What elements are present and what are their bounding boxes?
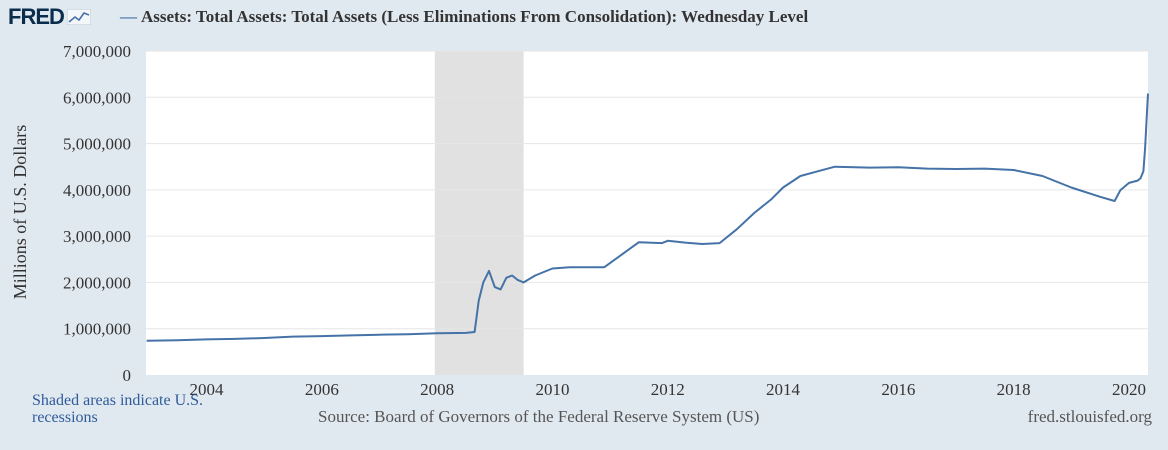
y-tick-label: 0 [123, 366, 132, 385]
recession-note[interactable]: Shaded areas indicate U.S. recessions [32, 392, 204, 426]
legend-line-icon: — [120, 7, 137, 26]
x-tick-label: 2006 [305, 380, 339, 399]
source-text: Source: Board of Governors of the Federa… [318, 407, 760, 426]
x-tick-label: 2012 [651, 380, 685, 399]
logo-text: FRED [8, 4, 65, 29]
y-tick-label: 3,000,000 [63, 227, 131, 246]
x-tick-label: 2018 [997, 380, 1031, 399]
fred-url-link[interactable]: fred.stlouisfed.org [1027, 407, 1152, 426]
y-tick-label: 7,000,000 [63, 42, 131, 61]
x-tick-label: 2020 [1112, 380, 1146, 399]
chart-title: — Assets: Total Assets: Total Assets (Les… [120, 7, 808, 27]
x-tick-label: 2014 [766, 380, 801, 399]
x-tick-label: 2004 [190, 380, 225, 399]
plot-area [146, 51, 1148, 375]
series-title[interactable]: Assets: Total Assets: Total Assets (Less… [141, 7, 809, 26]
series-line [146, 93, 1149, 342]
y-tick-label: 6,000,000 [63, 88, 131, 107]
fred-logo[interactable]: FRED [8, 4, 91, 30]
x-tick-label: 2008 [420, 380, 454, 399]
y-tick-label: 5,000,000 [63, 135, 131, 154]
y-tick-label: 4,000,000 [63, 181, 131, 200]
y-tick-label: 2,000,000 [63, 273, 131, 292]
y-axis-title: Millions of U.S. Dollars [10, 125, 30, 300]
recession-shade [434, 51, 524, 375]
y-tick-label: 1,000,000 [63, 320, 131, 339]
line-chart-icon [66, 9, 91, 25]
x-tick-label: 2016 [881, 380, 915, 399]
x-tick-label: 2010 [535, 380, 569, 399]
